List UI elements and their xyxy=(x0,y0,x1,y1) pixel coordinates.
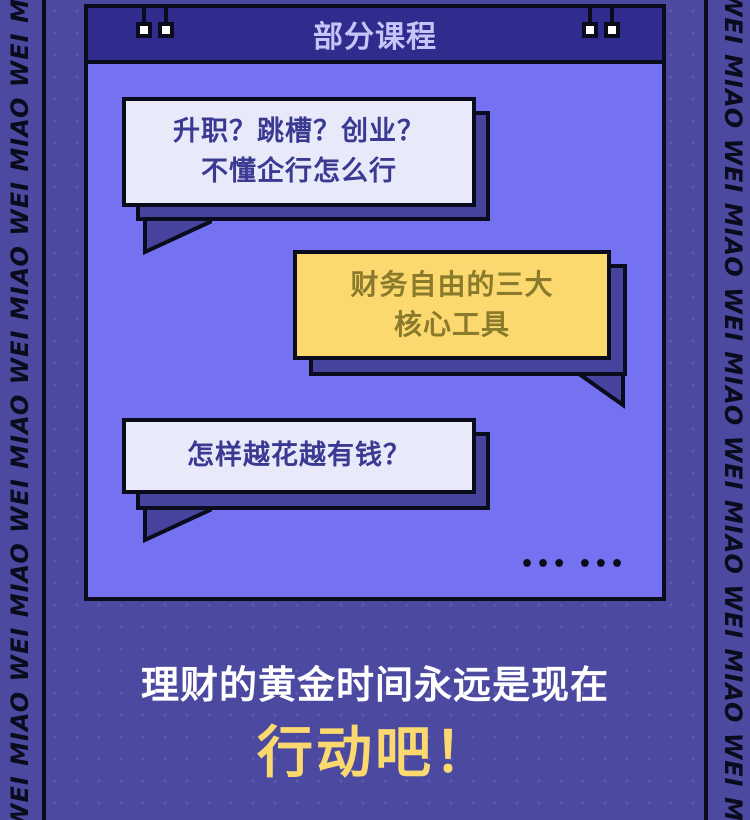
card-header: 部分课程 xyxy=(88,8,662,64)
speech-bubble-career: 升职？跳槽？创业？ 不懂企行怎么行 xyxy=(122,97,476,207)
speech-bubble-money: 怎样越花越有钱？ xyxy=(122,418,476,494)
bubble-line: 怎样越花越有钱？ xyxy=(187,440,411,471)
binder-ring-icon xyxy=(136,4,152,38)
bubble-line: 不懂企行怎么行 xyxy=(201,156,397,187)
bubble-line: 核心工具 xyxy=(393,308,510,341)
bubble-line: 升职？跳槽？创业？ xyxy=(173,116,425,147)
speech-bubble-financial-freedom: 财务自由的三大 核心工具 xyxy=(293,250,611,360)
slogan-headline: 理财的黄金时间永远是现在 xyxy=(140,663,609,707)
left-side-strip: WEI MIAO WEI MIAO WEI MIAO WEI MIAO WEI … xyxy=(0,0,46,820)
binder-ring-icon xyxy=(158,4,174,38)
slogan-call-to-action: 行动吧！ xyxy=(257,721,493,786)
more-dots-icon: ••• ••• xyxy=(520,552,627,577)
bubble-line: 财务自由的三大 xyxy=(350,268,554,301)
binder-ring-icon xyxy=(604,4,620,38)
binder-ring-icon xyxy=(582,4,598,38)
right-strip-text: WEI MIAO WEI MIAO WEI MIAO WEI MIAO WEI … xyxy=(719,0,747,820)
right-side-strip: WEI MIAO WEI MIAO WEI MIAO WEI MIAO WEI … xyxy=(704,0,750,820)
left-strip-text: WEI MIAO WEI MIAO WEI MIAO WEI MIAO WEI … xyxy=(6,0,34,820)
card-title: 部分课程 xyxy=(313,20,437,55)
